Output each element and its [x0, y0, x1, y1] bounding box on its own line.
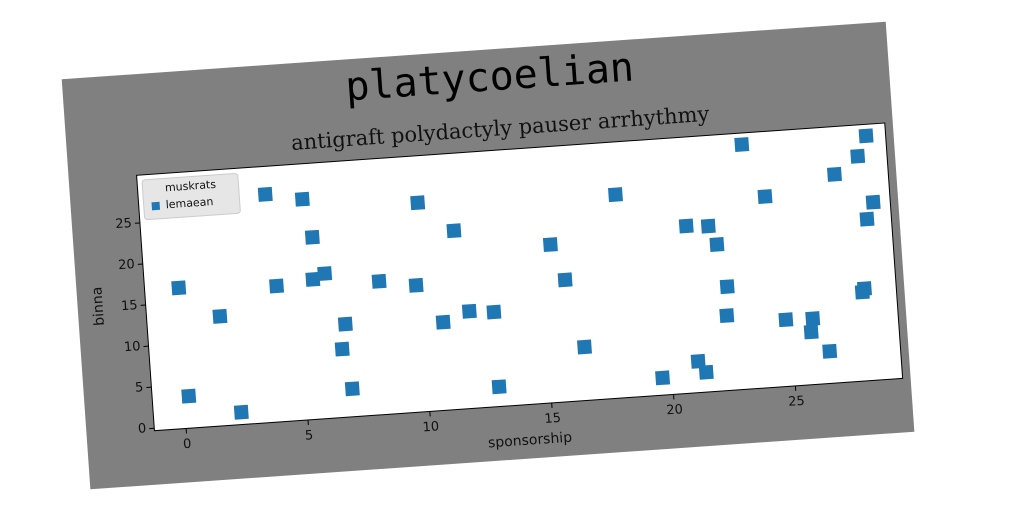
scatter-point [822, 344, 837, 359]
scatter-point [855, 285, 870, 300]
scatter-point [543, 237, 558, 252]
scatter-point [338, 317, 353, 332]
scatter-point [409, 278, 424, 293]
scatter-point [734, 137, 749, 152]
scatter-point [492, 379, 507, 394]
scatter-point [827, 167, 842, 182]
scatter-point [719, 308, 734, 323]
scatter-point [720, 279, 735, 294]
scatter-point [850, 149, 865, 164]
scatter-point [446, 223, 461, 238]
x-tick-label: 0 [183, 437, 192, 453]
scatter-point [860, 212, 875, 227]
y-tick-label: 0 [138, 421, 147, 437]
scatter-point [709, 237, 724, 252]
scatter-point [234, 405, 249, 420]
x-tick-label: 20 [666, 402, 684, 418]
y-tick-label: 15 [121, 298, 139, 314]
scatter-point [758, 189, 773, 204]
legend-marker [152, 202, 161, 211]
scatter-point [699, 365, 714, 380]
scatter-point [317, 266, 332, 281]
scatter-point [866, 195, 881, 210]
scatter-point [295, 192, 310, 207]
x-tick-label: 10 [422, 419, 440, 435]
scatter-point [804, 324, 819, 339]
y-axis-label: binna [89, 286, 108, 326]
scatter-point [859, 128, 874, 143]
scatter-point [608, 187, 623, 202]
scatter-point [462, 304, 477, 319]
scatter-point [655, 370, 670, 385]
x-tick-label: 15 [544, 411, 562, 427]
scatter-point [410, 195, 425, 210]
scatter-point [577, 340, 592, 355]
scatter-point [558, 272, 573, 287]
scatter-point [258, 187, 273, 202]
x-tick-label: 5 [304, 428, 313, 444]
scatter-point [305, 230, 320, 245]
scatter-point [269, 279, 284, 294]
scatter-point [701, 219, 716, 234]
plot-area [137, 123, 903, 431]
scatter-point [335, 342, 350, 357]
y-tick-label: 25 [115, 216, 133, 232]
scatter-point [679, 219, 694, 234]
scatter-point [436, 315, 451, 330]
y-tick-label: 20 [118, 257, 136, 273]
scatter-point [212, 309, 227, 324]
scatter-point [181, 389, 196, 404]
scatter-point [486, 305, 501, 320]
y-tick-label: 10 [124, 339, 142, 355]
scatter-point [171, 280, 186, 295]
scatter-point [805, 311, 820, 326]
scatter-point [372, 274, 387, 289]
scatter-point [778, 312, 793, 327]
x-tick-label: 25 [788, 394, 806, 410]
scatter-point [345, 381, 360, 396]
rotated-panel: platycoelian antigraft polydactyly pause… [62, 22, 915, 490]
y-tick-label: 5 [135, 380, 144, 396]
